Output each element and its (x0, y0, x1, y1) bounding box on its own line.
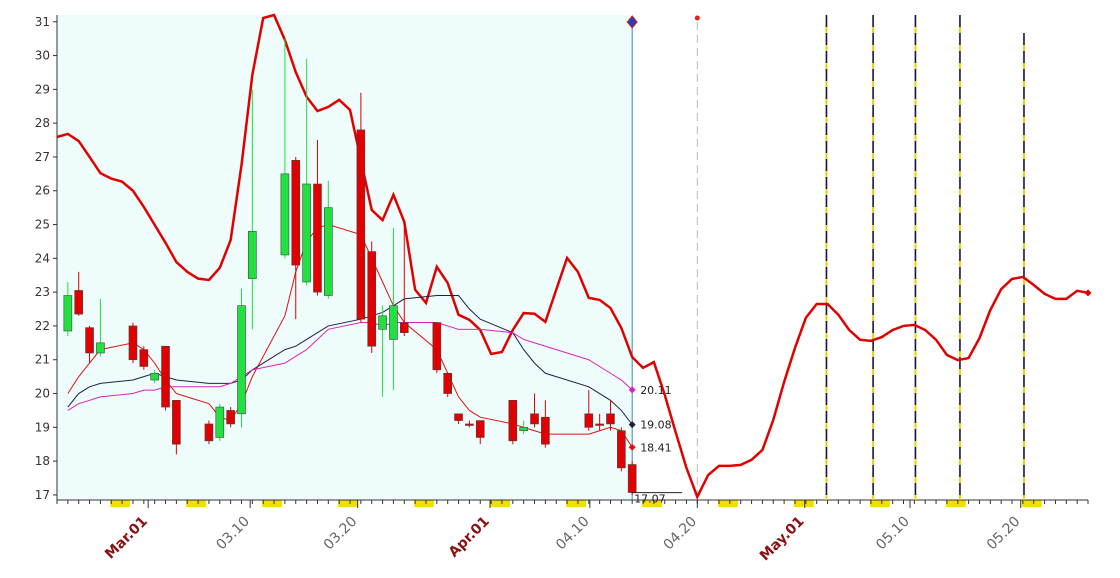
candle-body (432, 322, 442, 371)
candle-body (584, 413, 594, 428)
candle-body (161, 345, 170, 408)
end-diamond (628, 443, 636, 451)
y-tick-label: 27 (35, 150, 50, 164)
y-tick-label: 18 (35, 454, 50, 468)
weekend-block (641, 500, 662, 507)
candle-body (389, 305, 398, 340)
candle-body (139, 349, 149, 367)
weekend-block (186, 500, 207, 507)
marker-diamond (626, 15, 638, 29)
candle-body (541, 416, 550, 445)
x-tick-label: May.01 (757, 514, 808, 565)
candle-body (204, 423, 214, 442)
candle-body (465, 423, 474, 426)
y-tick-label: 26 (35, 184, 50, 198)
candle-body (280, 173, 290, 256)
end-diamond (1084, 289, 1092, 297)
candle-body (215, 406, 225, 438)
candle-body (302, 183, 311, 283)
candle-body (74, 290, 84, 315)
y-tick-label: 24 (35, 251, 50, 265)
weekend-block (717, 500, 738, 507)
weekend-block (110, 500, 131, 507)
y-tick-label: 20 (35, 387, 50, 401)
series-line (56, 13, 1089, 501)
candle-body (226, 410, 235, 425)
series-line (67, 224, 633, 448)
weekend-block (945, 500, 966, 507)
y-tick-label: 23 (35, 285, 50, 299)
y-tick-label: 22 (35, 319, 50, 333)
candle-body (399, 322, 409, 334)
candle-body (291, 160, 301, 266)
last-close-label: 17.07 (634, 493, 666, 506)
y-tick-label: 25 (35, 218, 50, 232)
candle-body (454, 413, 463, 421)
candle-body (128, 325, 138, 361)
x-tick-label: 05.10 (873, 514, 913, 554)
candle-body (606, 413, 615, 425)
weekend-block (262, 500, 283, 507)
x-tick-label: 03.20 (321, 514, 361, 554)
candle-body (96, 342, 105, 354)
candle-body (519, 427, 528, 432)
x-tick-label: Apr.01 (446, 514, 493, 561)
y-tick-label: 19 (35, 420, 50, 434)
weekend-block (490, 500, 511, 507)
last-value-label: 20.11 (640, 384, 672, 397)
y-tick-label: 29 (35, 82, 50, 96)
y-tick-label: 21 (35, 353, 50, 367)
candle-body (530, 413, 539, 425)
candle-body (475, 420, 485, 438)
candle-body (248, 231, 257, 279)
candle-body (443, 372, 452, 394)
end-diamond (628, 386, 636, 394)
candle-body (367, 251, 377, 347)
weekend-block (414, 500, 435, 507)
candle-body (378, 315, 387, 330)
x-tick-label: 04.10 (553, 514, 593, 554)
y-tick-label: 31 (35, 15, 50, 29)
candle-body (313, 183, 322, 293)
candle-body (150, 372, 159, 381)
x-tick-label: 04.20 (660, 514, 700, 554)
candle-body (617, 430, 626, 469)
candle-body (324, 207, 333, 296)
marker-dot (694, 15, 700, 21)
candle-body (63, 295, 73, 332)
candle-body (627, 464, 637, 493)
weekend-block (1021, 500, 1042, 507)
weekend-block (869, 500, 890, 507)
end-diamond (628, 421, 636, 429)
x-tick-label: 03.10 (213, 514, 253, 554)
y-tick-label: 28 (35, 116, 50, 130)
last-value-label: 18.41 (640, 441, 672, 454)
candle-body (508, 399, 518, 442)
weekend-block (565, 500, 586, 507)
x-tick-label: 05.20 (984, 514, 1024, 554)
weekend-block (793, 500, 814, 507)
candle-body (237, 305, 246, 415)
weekend-block (338, 500, 359, 507)
x-tick-label: Mar.01 (102, 514, 151, 563)
series-line (67, 322, 633, 411)
last-value-label: 19.08 (640, 419, 672, 432)
y-tick-label: 30 (35, 49, 50, 63)
candle-body (356, 129, 366, 320)
candle-body (172, 399, 181, 445)
candle-body (595, 423, 604, 426)
candle-body (85, 327, 94, 354)
y-tick-label: 17 (35, 488, 50, 502)
